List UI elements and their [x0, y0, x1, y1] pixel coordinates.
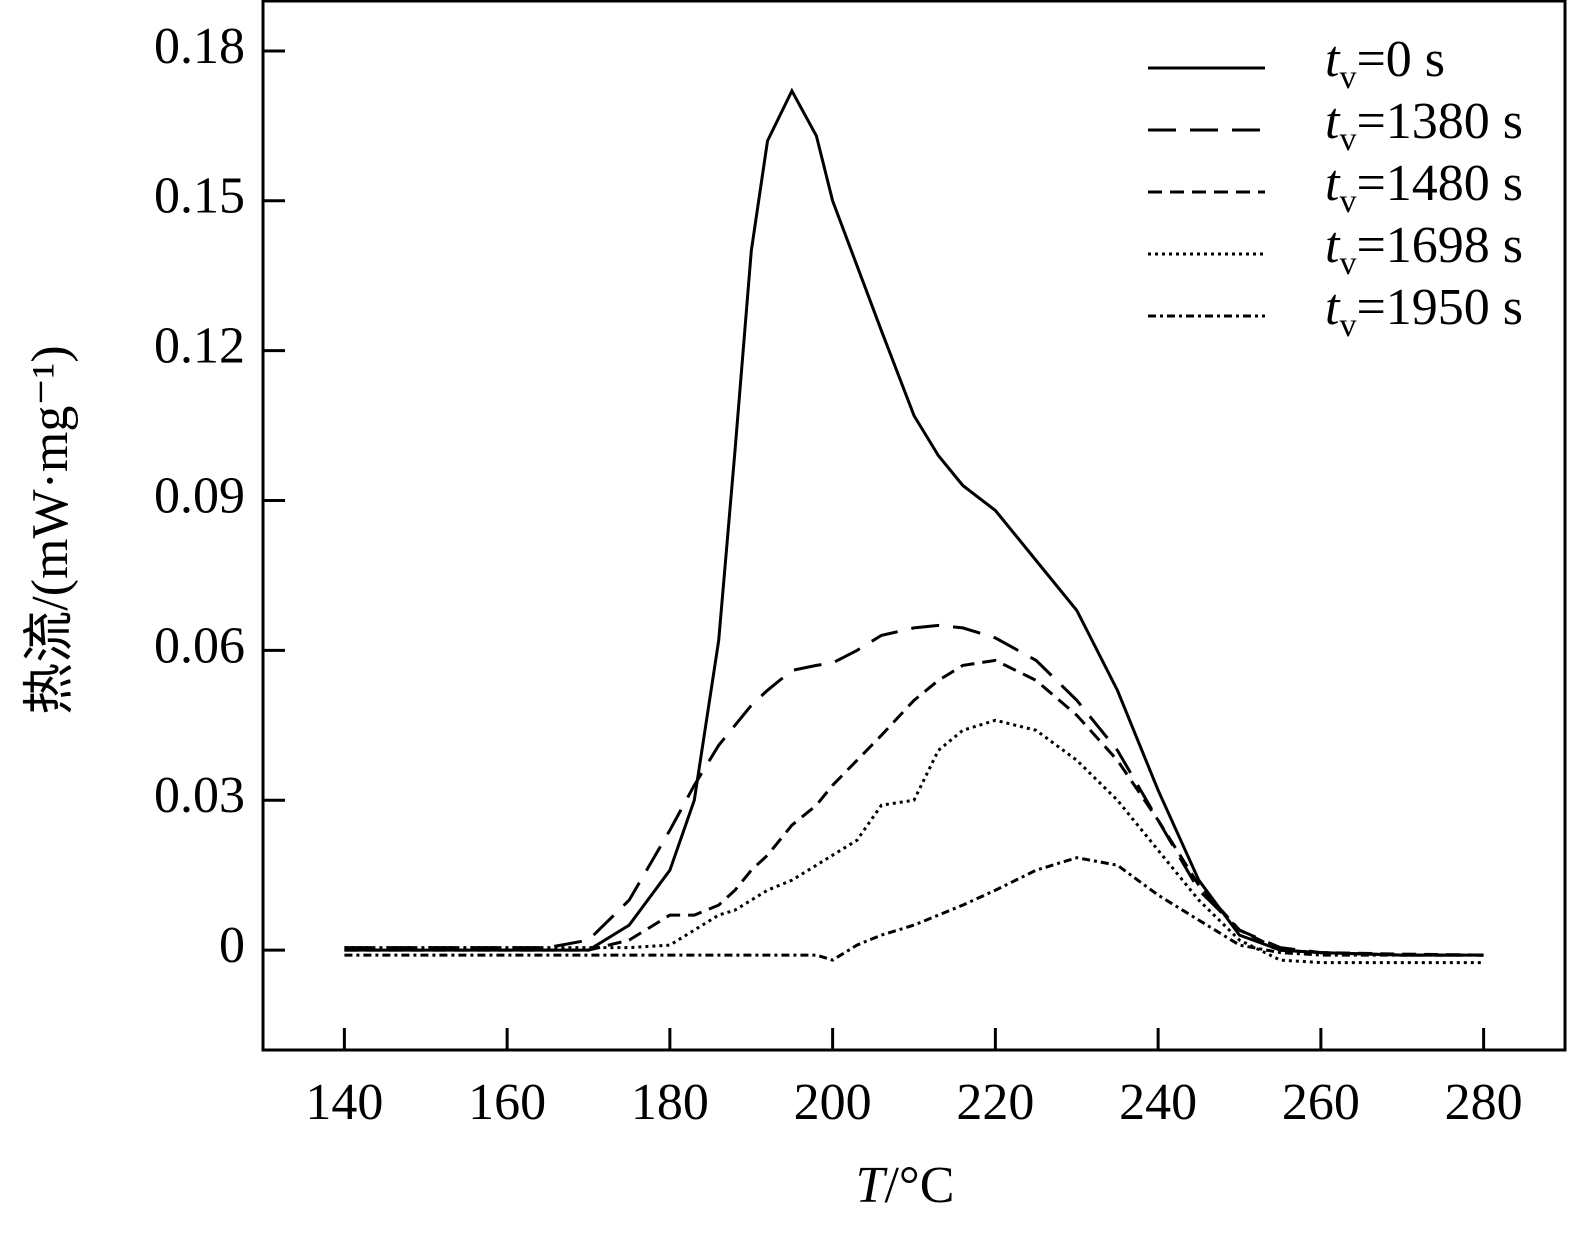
legend-label: tv=1698 s [1325, 217, 1523, 282]
legend-label: tv=1380 s [1325, 93, 1523, 158]
y-tick-label: 0.18 [154, 18, 245, 75]
legend-label: tv=1950 s [1325, 279, 1523, 344]
x-tick-label: 220 [956, 1074, 1034, 1131]
y-tick-label: 0.09 [154, 467, 245, 524]
line-series [344, 658, 1484, 957]
y-tick-label: 0 [219, 917, 245, 974]
y-axis-label: 热流/(mW·mg⁻¹) [22, 345, 79, 714]
y-tick-label: 0.12 [154, 318, 245, 375]
line-series [344, 856, 1484, 962]
line-series [344, 718, 1484, 965]
y-tick-label: 0.03 [154, 767, 245, 824]
y-tick-label: 0.06 [154, 617, 245, 674]
line-series [344, 87, 1484, 957]
line-series [344, 623, 1484, 957]
x-axis-label: T/°C [856, 1157, 955, 1214]
x-tick-label: 160 [468, 1074, 546, 1131]
x-tick-label: 240 [1119, 1074, 1197, 1131]
legend-label: tv=1480 s [1325, 155, 1523, 220]
legend-label: tv=0 s [1325, 31, 1445, 96]
x-tick-label: 260 [1282, 1074, 1360, 1131]
x-tick-label: 140 [305, 1074, 383, 1131]
x-tick-label: 200 [794, 1074, 872, 1131]
y-tick-label: 0.15 [154, 168, 245, 225]
x-tick-label: 280 [1445, 1074, 1523, 1131]
plot-frame [261, 0, 1567, 1052]
x-tick-label: 180 [631, 1074, 709, 1131]
